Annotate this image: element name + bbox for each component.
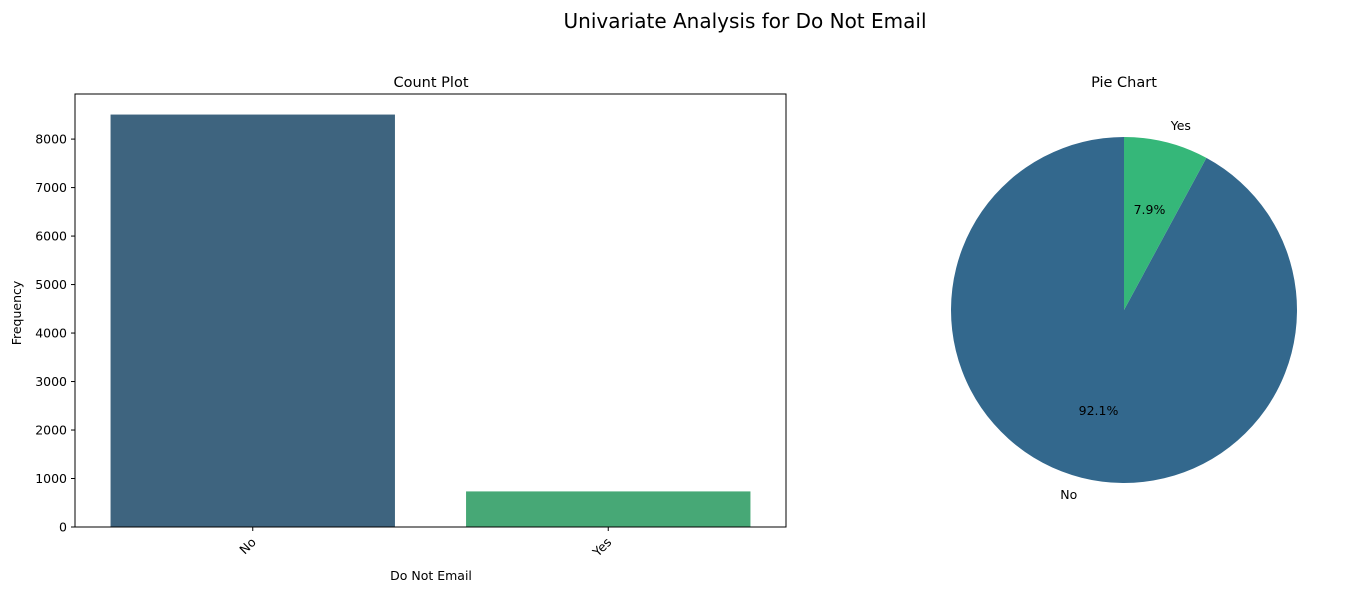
x-tick-label: Yes <box>589 535 615 561</box>
y-axis-ticks: 0 1000 2000 3000 4000 5000 6000 7000 8000 <box>35 132 75 535</box>
pie-pct-label: 7.9% <box>1134 202 1166 217</box>
y-tick-label: 2000 <box>35 423 67 438</box>
x-axis-label: Do Not Email <box>390 568 472 583</box>
y-tick-label: 4000 <box>35 326 67 341</box>
y-tick-label: 5000 <box>35 277 67 292</box>
bar-no <box>110 114 395 527</box>
y-axis-label: Frequency <box>9 280 24 345</box>
x-tick-label: No <box>236 535 259 558</box>
y-tick-label: 7000 <box>35 180 67 195</box>
count-plot: Count Plot 0 1000 2000 3000 4000 5000 6000 7000… <box>9 75 787 583</box>
y-tick-label: 6000 <box>35 229 67 244</box>
y-tick-label: 8000 <box>35 132 67 147</box>
figure-title: Univariate Analysis for Do Not Email <box>564 9 927 33</box>
pie-chart: Pie Chart No 92.1% Yes 7.9% <box>951 75 1297 502</box>
pie-chart-title: Pie Chart <box>1091 75 1157 91</box>
pie-label: No <box>1060 487 1077 502</box>
x-axis-ticks: No Yes <box>236 527 614 560</box>
pie-label: Yes <box>1170 118 1191 133</box>
pie-pct-label: 92.1% <box>1079 403 1119 418</box>
count-plot-frame <box>74 93 787 528</box>
y-tick-label: 3000 <box>35 374 67 389</box>
bar-marks <box>110 114 751 527</box>
pie-slice-yes <box>1124 137 1207 310</box>
bar-yes <box>466 491 751 527</box>
count-plot-title: Count Plot <box>394 75 469 91</box>
y-tick-label: 0 <box>59 520 67 535</box>
pie-marks: No 92.1% Yes 7.9% <box>951 118 1297 502</box>
y-tick-label: 1000 <box>35 471 67 486</box>
